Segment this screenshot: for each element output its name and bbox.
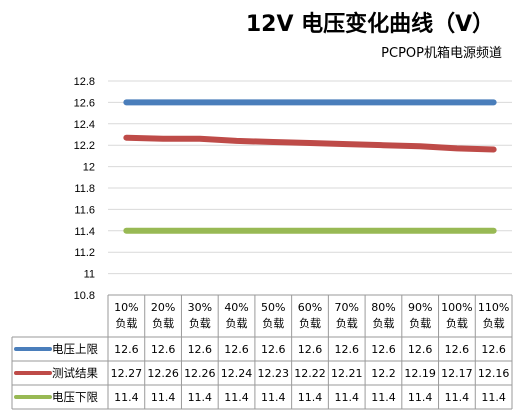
- data-point: [235, 100, 239, 104]
- y-tick-label: 11.4: [74, 226, 95, 238]
- table-cell: 12.6: [481, 343, 506, 356]
- category-label: 60%负载: [298, 301, 322, 330]
- table-cell: 12.6: [188, 343, 213, 356]
- y-tick-label: 11.2: [74, 247, 95, 259]
- table-cell: 11.4: [114, 391, 139, 404]
- table-cell: 12.6: [151, 343, 176, 356]
- data-point: [455, 229, 459, 233]
- table-cell: 12.27: [111, 367, 143, 380]
- category-label: 110%负载: [478, 301, 509, 330]
- table-cell: 11.4: [481, 391, 506, 404]
- data-point: [235, 139, 239, 143]
- y-tick-label: 12.2: [74, 140, 95, 152]
- data-point: [418, 100, 422, 104]
- data-point: [308, 100, 312, 104]
- category-label: 80%负载: [371, 301, 395, 330]
- data-point: [345, 229, 349, 233]
- data-point: [308, 141, 312, 145]
- category-label: 70%负载: [335, 301, 359, 330]
- table-cell: 11.4: [334, 391, 359, 404]
- series-lines: [123, 99, 497, 234]
- table-cell: 12.17: [441, 367, 473, 380]
- table-cell: 12.16: [478, 367, 510, 380]
- data-point: [492, 100, 496, 104]
- table-cell: 12.22: [294, 367, 326, 380]
- data-point: [271, 100, 275, 104]
- category-label: 20%负载: [151, 301, 175, 330]
- legend-label: 测试结果: [52, 366, 98, 380]
- data-point: [198, 137, 202, 141]
- grid-lines: [108, 80, 512, 296]
- table-cell: 11.4: [261, 391, 286, 404]
- table-cell: 11.4: [445, 391, 470, 404]
- y-axis-ticks: 10.8 11 11.2 11.4 11.6 11.8 12 12.2 12.4 12.6 12.8: [74, 76, 95, 302]
- data-point: [381, 229, 385, 233]
- y-tick-label: 11.8: [74, 183, 95, 195]
- table-cell: 11.4: [151, 391, 176, 404]
- table-cell: 12.6: [261, 343, 286, 356]
- chart-title: 12V 电压变化曲线（V）: [246, 11, 494, 37]
- chart-subtitle: PCPOP机箱电源频道: [381, 45, 502, 61]
- y-tick-label: 12.8: [74, 76, 95, 88]
- legend-label: 电压上限: [52, 342, 98, 356]
- data-point: [124, 136, 128, 140]
- table-cell: 12.6: [334, 343, 359, 356]
- table-cell: 11.4: [408, 391, 433, 404]
- legend-label: 电压下限: [52, 390, 98, 404]
- data-point: [455, 146, 459, 150]
- table-cell: 11.4: [298, 391, 323, 404]
- category-label: 10%负载: [114, 301, 138, 330]
- y-tick-label: 12.4: [74, 119, 95, 131]
- y-tick-label: 11.6: [74, 204, 95, 216]
- table-cell: 12.2: [371, 367, 396, 380]
- data-point: [381, 100, 385, 104]
- table-cell: 12.19: [404, 367, 436, 380]
- data-point: [345, 100, 349, 104]
- table-cell: 12.6: [298, 343, 323, 356]
- category-label: 40%负载: [224, 301, 248, 330]
- y-tick-label: 12.6: [74, 97, 95, 109]
- table-cell: 12.6: [224, 343, 249, 356]
- table-cell: 11.4: [371, 391, 396, 404]
- table-cell: 12.6: [114, 343, 139, 356]
- data-point: [235, 229, 239, 233]
- y-tick-label: 12: [83, 162, 95, 174]
- category-label: 90%负载: [408, 301, 432, 330]
- data-point: [161, 229, 165, 233]
- table-cell: 12.6: [445, 343, 470, 356]
- data-point: [418, 144, 422, 148]
- data-point: [271, 229, 275, 233]
- table-cell: 12.6: [408, 343, 433, 356]
- data-point: [492, 229, 496, 233]
- data-point: [492, 147, 496, 151]
- data-point: [308, 229, 312, 233]
- data-table: 10%负载 20%负载 30%负载 40%负载 50%负载 60%负载 70%负载 80%负载…: [11, 294, 513, 410]
- table-cell: 11.4: [188, 391, 213, 404]
- table-cell: 12.6: [371, 343, 396, 356]
- table-cell: 11.4: [224, 391, 249, 404]
- data-point: [198, 229, 202, 233]
- table-cell: 12.21: [331, 367, 363, 380]
- data-point: [124, 229, 128, 233]
- category-label: 50%负载: [261, 301, 285, 330]
- table-cell: 12.26: [184, 367, 216, 380]
- data-point: [418, 229, 422, 233]
- data-point: [124, 100, 128, 104]
- y-tick-label: 10.8: [74, 290, 95, 302]
- data-point: [345, 142, 349, 146]
- table-cell: 12.26: [147, 367, 179, 380]
- data-point: [455, 100, 459, 104]
- table-cell: 12.24: [221, 367, 253, 380]
- data-point: [161, 100, 165, 104]
- data-point: [271, 140, 275, 144]
- data-point: [381, 143, 385, 147]
- data-point: [198, 100, 202, 104]
- category-label: 100%负载: [441, 301, 472, 330]
- data-point: [161, 137, 165, 141]
- y-tick-label: 11: [84, 269, 95, 281]
- category-label: 30%负载: [188, 301, 212, 330]
- table-cell: 12.23: [258, 367, 290, 380]
